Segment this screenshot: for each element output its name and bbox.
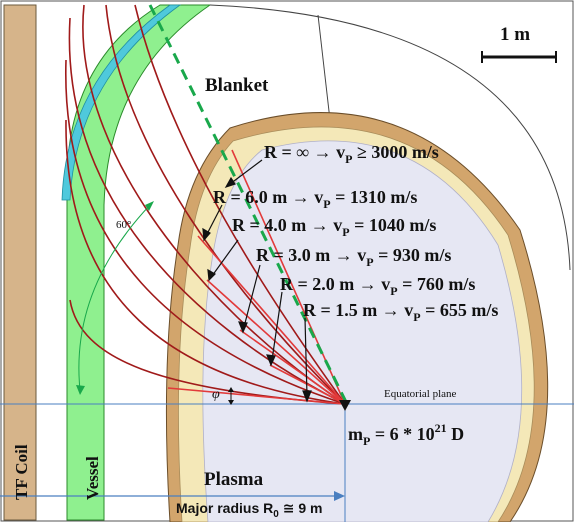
blanket-outer-boundary: [209, 4, 571, 271]
trajectory-curve: [68, 17, 346, 405]
injection-direction-dashed-line: [148, 4, 350, 407]
major-radius-arrowhead: [334, 491, 345, 501]
tf-coil-label: TF Coil: [12, 444, 31, 500]
label-arrow: [229, 159, 263, 185]
trajectory-curve: [65, 59, 346, 405]
label-arrowhead: [302, 390, 312, 403]
angle-arc: [78, 204, 151, 391]
trajectory-curve: [82, 4, 346, 405]
phi-marker-arrowhead: [228, 400, 234, 405]
trajectory-label-5: R = 2.0 m → vP = 760 m/s: [280, 274, 475, 298]
trajectory-label-6: R = 1.5 m → vP = 655 m/s: [303, 300, 498, 324]
trajectory-line: [206, 279, 346, 405]
trajectory-line: [167, 387, 346, 405]
scale-label: 1 m: [500, 24, 530, 45]
angle-arc-arrowhead: [76, 385, 85, 395]
label-arrowhead: [266, 354, 276, 367]
trajectory-label-3: R = 4.0 m → vP = 1040 m/s: [232, 215, 436, 239]
label-arrow: [271, 291, 283, 361]
trajectory-label-4: R = 3.0 m → vP = 930 m/s: [256, 245, 451, 269]
trajectory-line: [269, 364, 346, 405]
trajectory-label-2: R = 6.0 m → vP = 1310 m/s: [213, 187, 417, 211]
pellet-mass-label: mP = 6 * 1021 D: [348, 421, 464, 448]
trajectory-curve: [134, 4, 346, 405]
vessel-label: Vessel: [83, 456, 102, 500]
plasma-label: Plasma: [204, 469, 264, 490]
angle-label: 60°: [116, 219, 131, 231]
trajectory-line: [239, 329, 346, 405]
blanket-sector-line: [317, 14, 331, 121]
trajectory-line: [197, 235, 346, 405]
vessel: [66, 4, 212, 521]
label-arrowhead: [207, 268, 216, 282]
trajectory-label-1: R = ∞ → vP ≥ 3000 m/s: [264, 142, 439, 166]
blanket-label: Blanket: [205, 75, 269, 96]
equatorial-plane-label: Equatorial plane: [384, 388, 457, 400]
label-arrow: [243, 264, 261, 328]
label-arrowhead: [202, 227, 211, 242]
label-arrow: [304, 317, 308, 397]
trajectory-curve: [65, 119, 346, 405]
label-arrow: [205, 204, 223, 237]
label-arrows: [202, 159, 312, 403]
label-arrow: [211, 239, 239, 277]
trajectory-curve: [105, 4, 346, 405]
phi-marker-arrowhead: [228, 387, 234, 392]
label-arrowhead: [224, 176, 236, 189]
angle-arc-arrowhead: [145, 201, 154, 211]
label-arrowhead: [238, 321, 248, 334]
trajectory-labels: R = ∞ → vP ≥ 3000 m/s R = 6.0 m → vP = 1…: [213, 142, 498, 324]
pellet-marker: [339, 400, 351, 411]
phi-label: φ: [212, 387, 220, 402]
tf-coil: [3, 4, 37, 521]
major-radius-label: Major radius R0 ≅ 9 m: [176, 500, 322, 520]
blanket-shell: [61, 4, 182, 201]
